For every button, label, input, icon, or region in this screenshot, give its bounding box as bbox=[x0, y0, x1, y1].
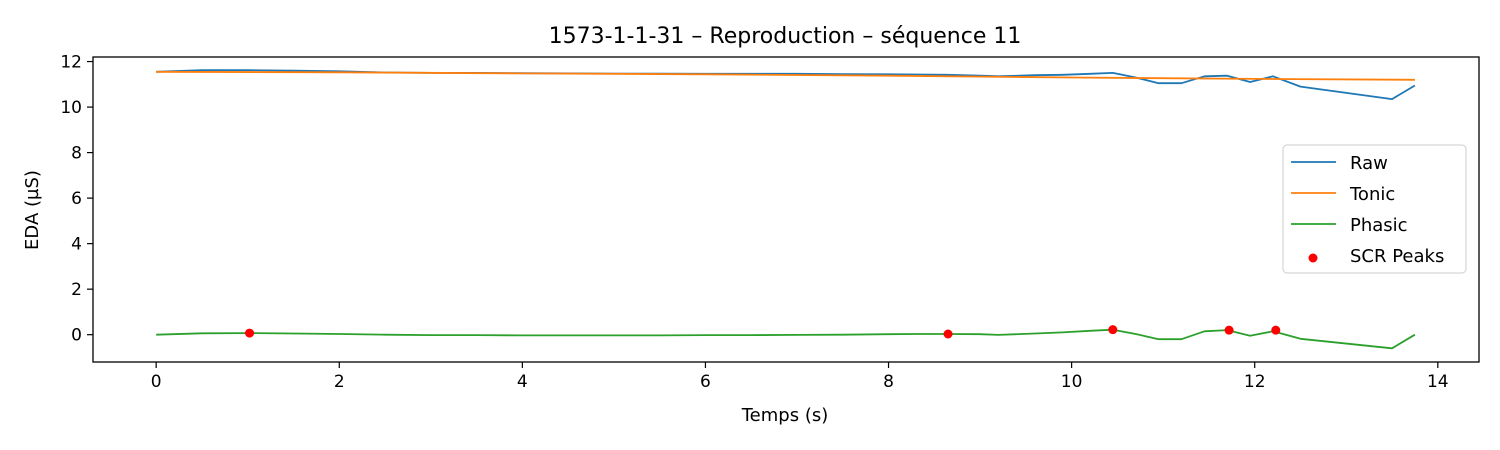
y-axis-label: EDA (µS) bbox=[22, 170, 43, 250]
scr-peak-point bbox=[1271, 325, 1281, 335]
legend-label-phasic: Phasic bbox=[1350, 215, 1408, 236]
scr-peak-point bbox=[1108, 325, 1118, 335]
y-tick-label: 2 bbox=[71, 280, 82, 300]
x-tick-label: 12 bbox=[1244, 372, 1266, 392]
x-tick-label: 14 bbox=[1427, 372, 1449, 392]
y-axis-ticks: 0 2 4 6 8 10 12 bbox=[60, 53, 93, 346]
scr-peak-point bbox=[1224, 325, 1234, 335]
series-phasic-line bbox=[156, 328, 1416, 350]
y-tick-label: 6 bbox=[71, 189, 82, 209]
plot-frame bbox=[92, 56, 1480, 363]
x-tick-label: 2 bbox=[334, 372, 345, 392]
x-tick-label: 6 bbox=[700, 372, 711, 392]
y-tick-label: 0 bbox=[71, 326, 82, 346]
x-axis-ticks: 0 2 4 6 8 10 12 14 bbox=[151, 362, 1449, 392]
legend-label-tonic: Tonic bbox=[1349, 184, 1395, 205]
y-tick-label: 4 bbox=[71, 235, 82, 255]
scr-peak-point bbox=[943, 329, 953, 339]
x-axis-label: Temps (s) bbox=[741, 405, 829, 426]
plot-area bbox=[93, 57, 1479, 362]
x-tick-label: 8 bbox=[883, 372, 894, 392]
y-tick-label: 8 bbox=[71, 144, 82, 164]
legend: Raw Tonic Phasic SCR Peaks bbox=[1282, 144, 1467, 274]
scr-peak-point bbox=[245, 328, 255, 338]
x-tick-label: 4 bbox=[517, 372, 528, 392]
x-tick-label: 10 bbox=[1061, 372, 1083, 392]
chart-title: 1573-1-1-31 – Reproduction – séquence 11 bbox=[549, 24, 1022, 49]
legend-swatch-scr-peaks bbox=[1308, 253, 1318, 263]
x-tick-label: 0 bbox=[151, 372, 162, 392]
legend-label-scr-peaks: SCR Peaks bbox=[1350, 246, 1444, 267]
legend-frame bbox=[1282, 144, 1467, 274]
y-tick-label: 10 bbox=[60, 98, 82, 118]
series-layer bbox=[156, 69, 1416, 350]
legend-label-raw: Raw bbox=[1350, 153, 1388, 174]
y-tick-label: 12 bbox=[60, 53, 82, 73]
series-tonic-line bbox=[156, 70, 1415, 81]
